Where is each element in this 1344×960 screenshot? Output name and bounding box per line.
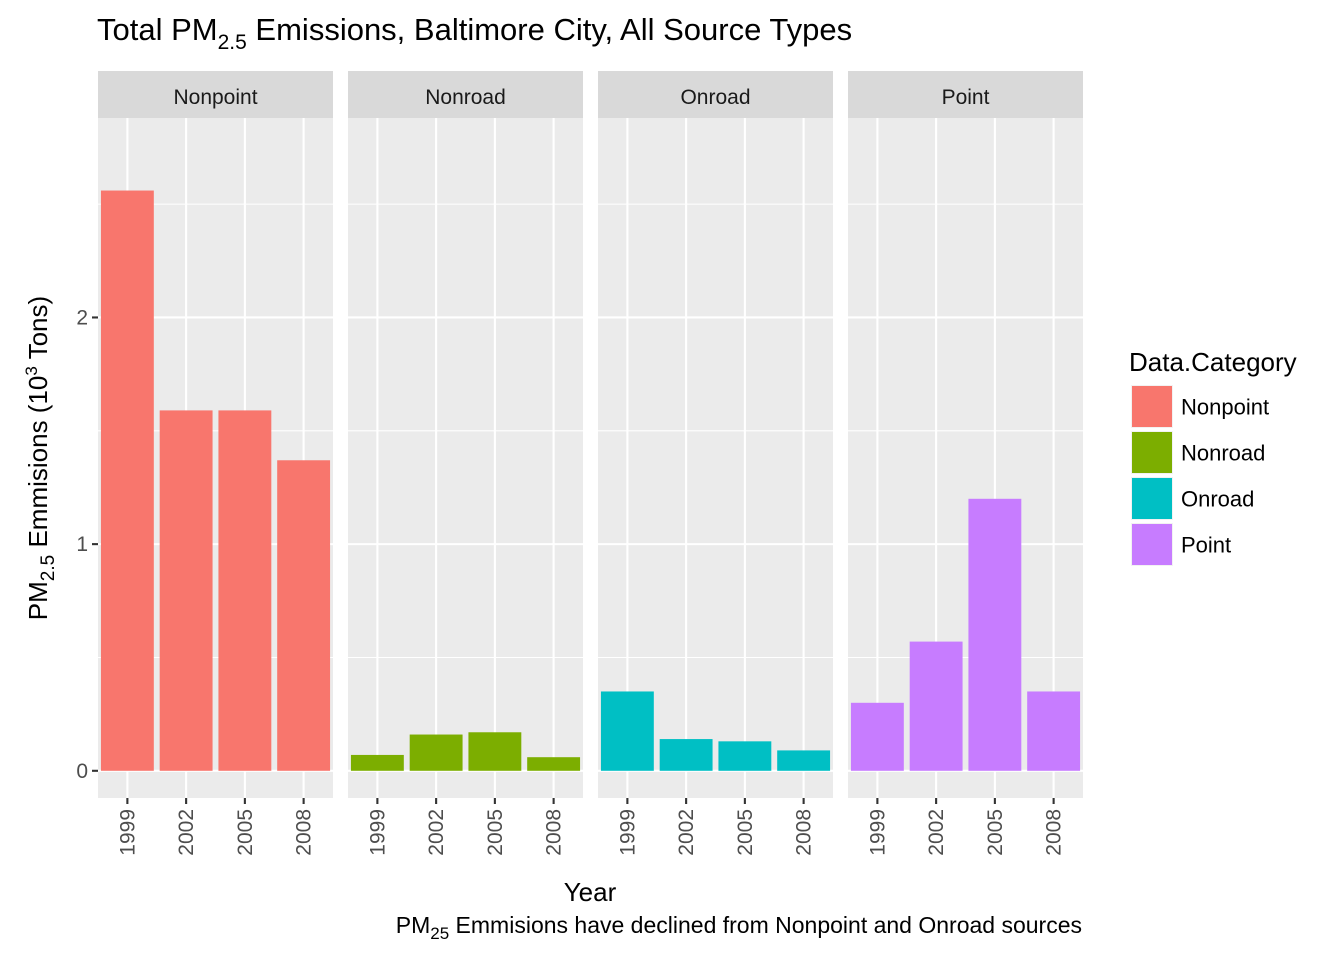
bar-nonroad-2002 (409, 734, 463, 771)
panel-background (598, 118, 833, 798)
bar-point-2008 (1027, 691, 1081, 771)
x-tick-label: 2002 (175, 809, 198, 856)
x-tick-label: 1999 (366, 809, 389, 856)
x-tick-label: 2002 (425, 809, 448, 856)
facet-panel-point: Point 1999 2002 2005 2008 (848, 71, 1083, 856)
facet-strip-label: Onroad (680, 86, 750, 109)
x-tick-label: 2005 (734, 809, 757, 856)
bar-point-2005 (968, 498, 1022, 771)
bar-onroad-2005 (718, 741, 772, 771)
y-tick-label: 2 (76, 306, 88, 329)
x-tick-label: 2002 (925, 809, 948, 856)
legend-swatch-point (1132, 524, 1172, 565)
facet-panel-onroad: Onroad 1999 2002 2005 2008 (598, 71, 833, 856)
legend-title: Data.Category (1129, 347, 1297, 377)
x-axis-title: Year (564, 877, 617, 907)
y-tick-label: 0 (76, 760, 88, 783)
panel-background (348, 118, 583, 798)
legend-label-point: Point (1181, 533, 1231, 558)
facet-strip-label: Nonroad (425, 86, 506, 109)
panel-background (848, 118, 1083, 798)
x-tick-label: 2008 (543, 809, 566, 856)
legend-label-nonpoint: Nonpoint (1181, 395, 1269, 420)
y-axis: 0 1 2 (76, 306, 98, 783)
bar-nonroad-2005 (468, 732, 522, 771)
legend-swatch-nonroad (1132, 432, 1172, 473)
bar-nonpoint-2005 (218, 410, 272, 771)
legend-swatch-nonpoint (1132, 386, 1172, 427)
bar-point-2002 (909, 641, 963, 771)
bar-nonroad-2008 (527, 757, 581, 771)
legend-swatch-onroad (1132, 478, 1172, 519)
bar-nonpoint-2002 (159, 410, 213, 771)
x-tick-label: 2008 (793, 809, 816, 856)
facet-panels: 0 1 2 Nonpoint 1999 2002 2005 2008 Nonroad 1999 20… (76, 71, 1083, 856)
facet-strip (848, 71, 1083, 118)
facet-panel-nonpoint: Nonpoint 1999 2002 2005 2008 (98, 71, 333, 856)
legend-label-nonroad: Nonroad (1181, 441, 1265, 466)
x-tick-label: 2005 (234, 809, 257, 856)
x-tick-label: 2005 (484, 809, 507, 856)
x-tick-label: 2002 (675, 809, 698, 856)
facet-strip-label: Nonpoint (173, 86, 257, 109)
x-tick-label: 2005 (984, 809, 1007, 856)
bar-onroad-2008 (777, 750, 831, 771)
x-tick-label: 1999 (866, 809, 889, 856)
chart-title: Total PM2.5 Emissions, Baltimore City, A… (97, 12, 852, 54)
bar-nonpoint-1999 (100, 190, 154, 771)
legend-label-onroad: Onroad (1181, 487, 1254, 512)
y-axis-title: PM2.5 Emmisions (103 Tons) (22, 296, 59, 620)
bar-nonpoint-2008 (277, 460, 331, 771)
facet-strip-label: Point (942, 86, 990, 109)
y-tick-label: 1 (76, 533, 88, 556)
x-tick-label: 1999 (116, 809, 139, 856)
facet-strip (348, 71, 583, 118)
x-tick-label: 1999 (616, 809, 639, 856)
x-tick-label: 2008 (293, 809, 316, 856)
facet-strip (98, 71, 333, 118)
x-tick-label: 2008 (1043, 809, 1066, 856)
bar-nonroad-1999 (350, 754, 404, 771)
bar-onroad-1999 (600, 691, 654, 771)
bar-point-1999 (850, 702, 904, 771)
chart-caption: PM25 Emmisions have declined from Nonpoi… (396, 912, 1082, 943)
facet-strip (598, 71, 833, 118)
facet-panel-nonroad: Nonroad 1999 2002 2005 2008 (348, 71, 583, 856)
bar-onroad-2002 (659, 739, 713, 771)
legend: Nonpoint Nonroad Onroad Point (1131, 385, 1269, 566)
